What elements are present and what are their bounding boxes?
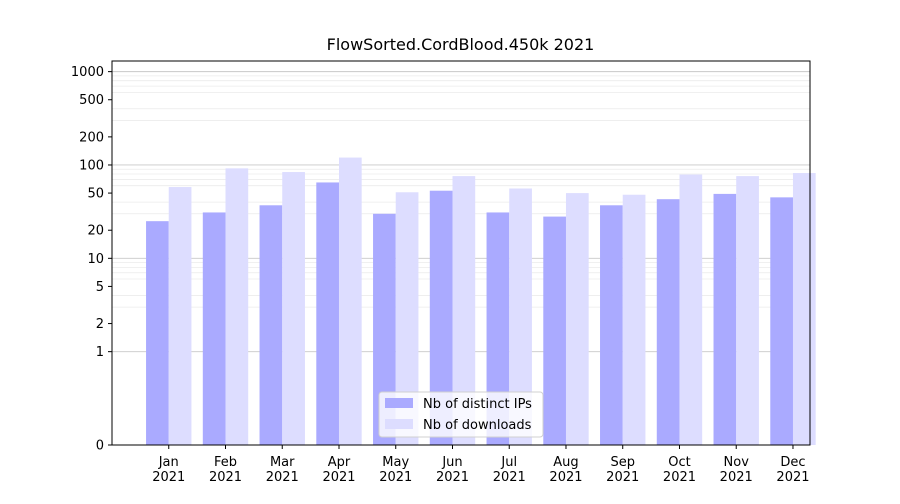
y-tick-label: 20 [87, 224, 104, 239]
x-tick-label: 2021 [209, 470, 242, 485]
x-tick-label: 2021 [776, 470, 809, 485]
x-tick-label: Sep [610, 455, 635, 470]
bar-distinct-ips [146, 221, 169, 445]
bar-distinct-ips [259, 205, 283, 445]
x-tick-label: Mar [270, 455, 295, 470]
bar-downloads [225, 168, 249, 445]
bar-distinct-ips [316, 182, 339, 445]
legend-swatch [385, 398, 413, 408]
bar-downloads [792, 173, 816, 445]
y-tick-label: 200 [79, 130, 104, 145]
bar-downloads [452, 176, 476, 445]
x-tick-label: Aug [553, 455, 578, 470]
x-tick-label: Dec [780, 455, 805, 470]
x-tick-label: Nov [724, 455, 750, 470]
legend-label: Nb of distinct IPs [423, 397, 532, 412]
x-tick-label: 2021 [549, 470, 582, 485]
bar-distinct-ips [486, 212, 510, 445]
bar-downloads [282, 172, 305, 445]
legend-swatch [385, 419, 413, 429]
x-tick-label: 2021 [663, 470, 696, 485]
y-tick-label: 0 [96, 439, 104, 454]
x-tick-label: 2021 [606, 470, 639, 485]
x-tick-label: Jun [441, 455, 462, 470]
bar-distinct-ips [202, 212, 226, 445]
x-tick-label: 2021 [322, 470, 355, 485]
x-tick-label: Jul [500, 455, 517, 470]
y-tick-label: 1000 [71, 65, 104, 80]
bar-distinct-ips [429, 190, 453, 445]
x-tick-label: 2021 [266, 470, 299, 485]
y-tick-label: 5 [96, 280, 104, 295]
bar-distinct-ips [656, 199, 680, 445]
x-tick-label: Jan [158, 455, 179, 470]
x-tick-label: 2021 [379, 470, 412, 485]
bar-downloads [509, 188, 532, 445]
x-tick-label: 2021 [493, 470, 526, 485]
legend-box [378, 391, 544, 438]
bar-downloads [395, 192, 419, 445]
bar-downloads [679, 174, 703, 446]
bar-distinct-ips [770, 197, 793, 445]
y-tick-label: 1 [96, 345, 104, 360]
x-tick-label: 2021 [720, 470, 753, 485]
plot-frame [111, 60, 811, 446]
y-tick-label: 10 [87, 252, 104, 267]
bar-downloads [338, 157, 362, 446]
bar-downloads [736, 176, 759, 445]
bar-downloads [622, 194, 646, 445]
y-tick-label: 2 [96, 317, 104, 332]
bar-downloads [565, 193, 589, 445]
bar-distinct-ips [543, 216, 566, 445]
bar-distinct-ips [713, 193, 737, 445]
x-tick-label: Feb [214, 455, 237, 470]
y-tick-label: 500 [79, 93, 104, 108]
bar-distinct-ips [373, 213, 396, 445]
y-tick-label: 100 [79, 158, 104, 173]
y-tick-label: 50 [87, 187, 104, 202]
x-tick-label: 2021 [152, 470, 185, 485]
x-tick-label: Apr [328, 455, 351, 470]
chart-title: FlowSorted.CordBlood.450k 2021 [326, 35, 595, 54]
bar-downloads [168, 187, 192, 445]
x-tick-label: 2021 [436, 470, 469, 485]
legend-label: Nb of downloads [423, 418, 532, 433]
x-tick-label: May [382, 455, 409, 470]
x-tick-label: Oct [668, 455, 690, 470]
bar-distinct-ips [600, 205, 623, 445]
